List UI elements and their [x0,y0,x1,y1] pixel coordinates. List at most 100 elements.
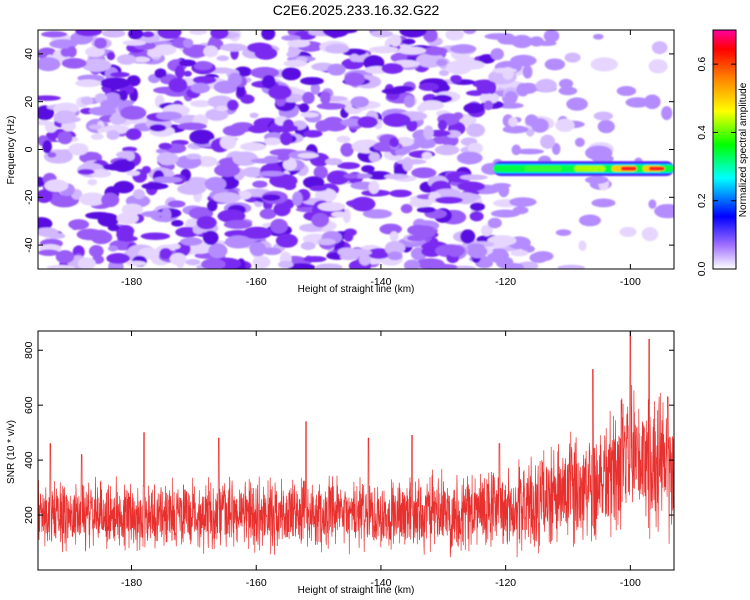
heatmap-cell [437,119,448,131]
heatmap-cell [300,241,316,251]
heatmap-cell [516,83,530,97]
heatmap-cell [278,260,294,269]
heatmap-cell [416,206,436,213]
heatmap-cell [193,61,213,71]
heatmap-cell [463,102,485,114]
heatmap-cell [469,211,484,222]
heatmap-cell [94,37,107,49]
heatmap-cell [158,142,172,150]
spectrogram-xtick-label: -140 [370,276,391,288]
heatmap-cell [470,202,485,212]
heatmap-cell [203,45,219,58]
heatmap-cell [189,129,215,145]
heatmap-cell [161,207,172,223]
heatmap-cell [121,203,144,216]
heatmap-cell [480,224,493,237]
heatmap-cell [584,176,609,184]
heatmap-cell [248,124,269,134]
heatmap-cell [140,232,171,240]
heatmap-cell [70,219,80,231]
heatmap-cell [487,217,502,229]
heatmap-cell [467,245,488,259]
heatmap-cell [169,252,187,266]
spectrogram-ytick-label: 20 [23,96,35,108]
heatmap-cell [358,254,371,266]
heatmap-cell [48,232,66,239]
heatmap-cell [544,58,566,71]
heatmap-cell [61,58,87,69]
heatmap-cell [303,255,327,263]
heatmap-cell [174,65,185,79]
heatmap-cell [205,108,229,121]
heatmap-cell [361,165,375,173]
heatmap-cell [457,181,486,192]
heatmap-cell [38,249,60,256]
heatmap-cell [368,180,380,195]
heatmap-cell [381,63,404,74]
heatmap-cell [141,165,151,174]
heatmap-cell [555,118,575,132]
heatmap-cell [236,83,246,98]
heatmap-cell [263,137,282,146]
heatmap-cell [369,46,399,54]
heatmap-cell [286,51,297,58]
heatmap-cell [459,60,485,70]
heatmap-cell [250,66,280,79]
heatmap-cell [337,162,361,170]
heatmap-cell [370,30,394,38]
heatmap-cell [475,259,493,269]
spectrogram-ytick-label: -20 [23,190,35,205]
heatmap-cell [457,193,482,201]
heatmap-cell [585,145,613,161]
heatmap-cell [212,192,241,204]
heatmap-cell [447,247,464,257]
heatmap-cell [402,156,413,172]
heatmap-cell [508,116,518,127]
heatmap-cell [504,90,518,105]
heatmap-cell [300,112,320,118]
heatmap-cell [182,38,194,49]
heatmap-cell [88,124,103,130]
heatmap-cell [159,248,172,260]
signal-band-segment [524,165,562,172]
spectrogram-xtick-label: -180 [121,276,142,288]
heatmap-cell [249,112,259,119]
heatmap-cell [592,33,604,40]
heatmap-cell [418,82,439,92]
heatmap-cell [436,58,448,67]
heatmap-cell [555,229,572,236]
heatmap-cell [566,97,588,111]
heatmap-cell [578,240,587,252]
heatmap-cell [490,209,520,218]
heatmap-cell [578,214,601,227]
heatmap-cell [317,202,346,212]
heatmap-cell [167,200,186,208]
heatmap-cell [38,120,52,126]
heatmap-cell [320,90,331,105]
snr-ytick-label: 600 [23,396,35,414]
heatmap-cell [389,189,412,198]
heatmap-cell [343,173,359,179]
colorbar-gradient [712,29,737,270]
heatmap-cell [254,46,278,60]
heatmap-cell [281,34,301,41]
heatmap-cell [116,230,134,240]
heatmap-cell [232,151,259,166]
heatmap-cell [349,53,360,62]
heatmap-cell [239,142,267,151]
heatmap-cell [277,153,290,162]
colorbar-ticks: 0.0 0.2 0.4 0.6 [696,57,736,276]
heatmap-cell [90,133,104,140]
heatmap-cell [466,123,486,137]
heatmap-cell [68,143,89,156]
heatmap-cell [120,105,147,120]
heatmap-cell [157,30,182,40]
colorbar-label: Normalized spectral amplitude [738,82,749,217]
heatmap-cell [119,90,128,101]
heatmap-cell [122,146,138,153]
spectrogram-ytick-label: 40 [23,48,35,60]
heatmap-cell [80,96,94,105]
heatmap-cell [223,220,253,230]
heatmap-cell [511,34,533,49]
